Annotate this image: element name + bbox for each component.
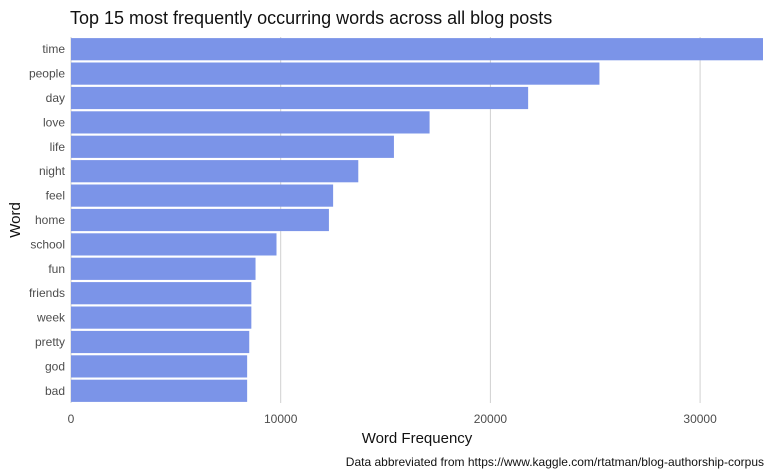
y-tick-label: pretty — [35, 335, 65, 349]
bar-life — [71, 135, 394, 158]
y-tick-label: people — [29, 67, 65, 81]
y-axis-label: Word — [7, 202, 24, 238]
bar-pretty — [71, 330, 250, 354]
bar-day — [71, 86, 529, 110]
y-tick-label: day — [46, 91, 65, 105]
y-tick-labels: time people day love life night feel home school… — [29, 42, 66, 398]
x-axis-label: Word Frequency — [362, 430, 473, 447]
bar-people — [71, 62, 600, 85]
x-tick-label: 0 — [68, 412, 75, 426]
y-tick-label: friends — [29, 286, 65, 300]
y-tick-label: bad — [45, 384, 65, 398]
bars — [71, 38, 763, 402]
bar-week — [71, 306, 252, 329]
y-tick-label: love — [43, 115, 65, 129]
chart-title: Top 15 most frequently occurring words a… — [70, 8, 552, 28]
bar-school — [71, 233, 277, 256]
x-tick-label: 20000 — [474, 412, 508, 426]
bar-time — [71, 38, 763, 61]
y-tick-label: fun — [48, 262, 65, 276]
bar-feel — [71, 184, 334, 207]
y-tick-label: time — [42, 42, 65, 56]
bar-bad — [71, 379, 248, 402]
bar-friends — [71, 282, 252, 305]
chart-caption: Data abbreviated from https://www.kaggle… — [346, 455, 764, 469]
x-tick-label: 10000 — [264, 412, 298, 426]
bar-god — [71, 355, 248, 378]
bar-fun — [71, 257, 256, 280]
y-tick-label: home — [35, 213, 65, 227]
y-tick-label: school — [30, 237, 65, 251]
x-tick-labels: 0 10000 20000 30000 — [68, 412, 717, 426]
y-tick-label: week — [36, 311, 66, 325]
y-tick-label: god — [45, 359, 65, 373]
y-tick-label: night — [39, 164, 66, 178]
y-tick-label: life — [50, 140, 66, 154]
bar-night — [71, 160, 359, 183]
y-tick-label: feel — [46, 189, 65, 203]
bar-home — [71, 208, 329, 232]
x-tick-label: 30000 — [683, 412, 717, 426]
bar-love — [71, 111, 430, 134]
